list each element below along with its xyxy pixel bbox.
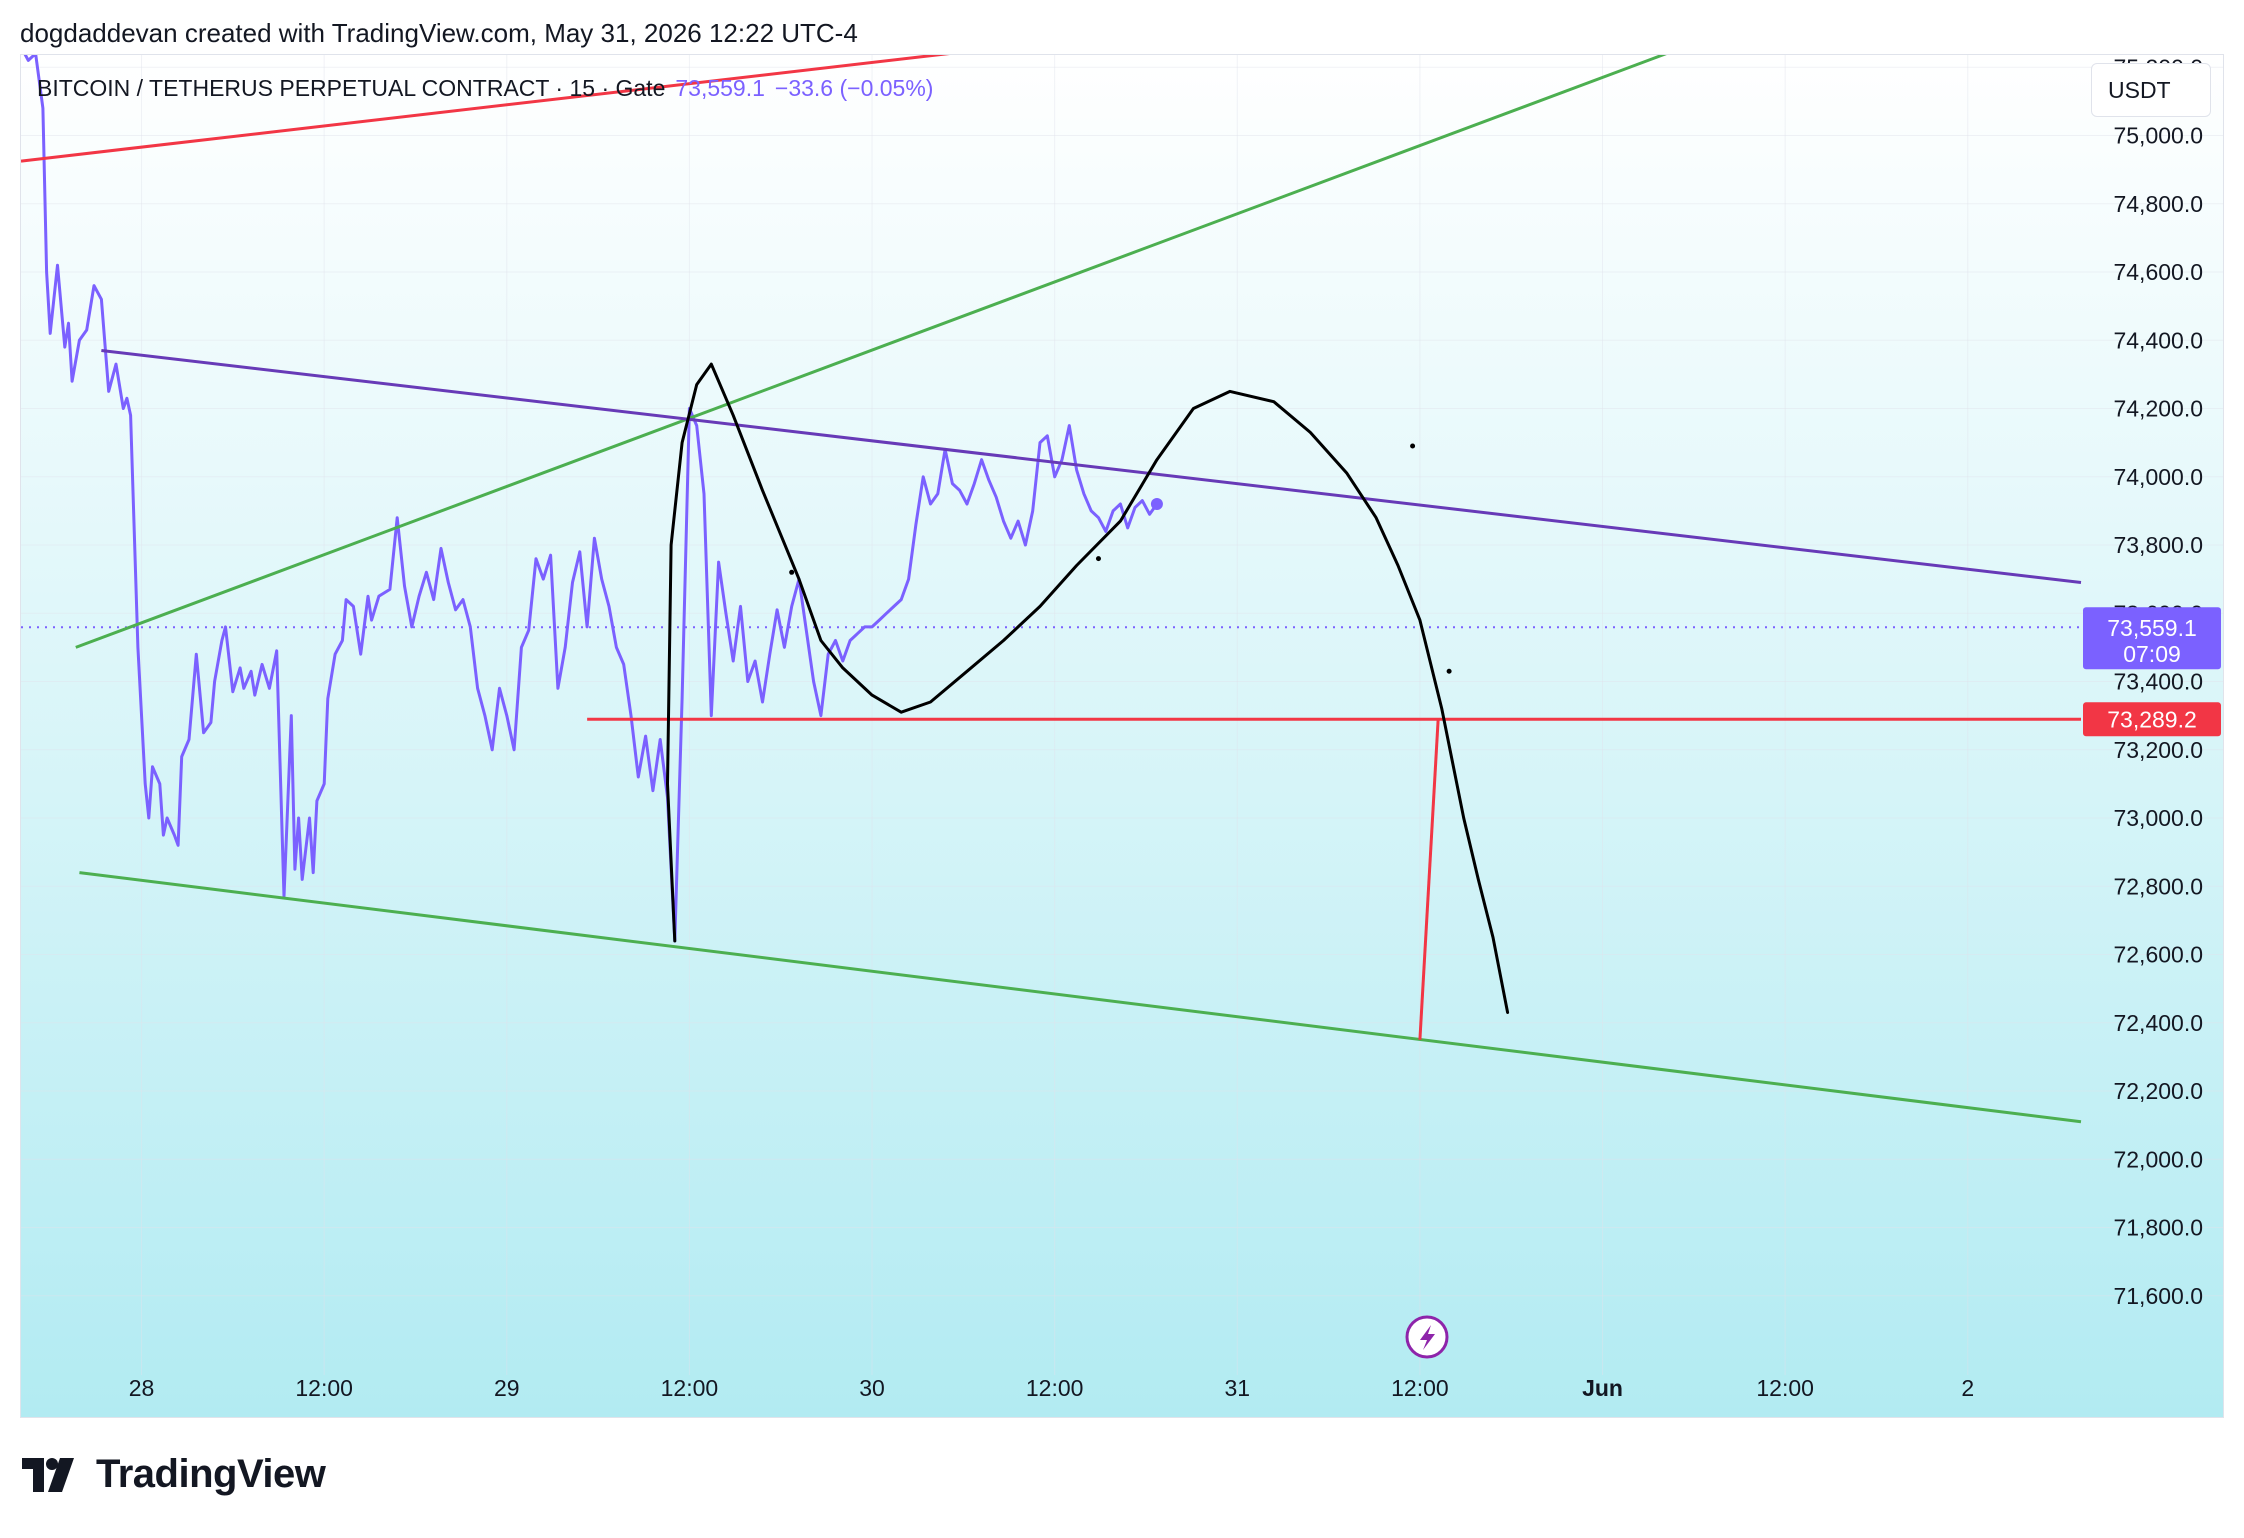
legend-price: 73,559.1 [675, 75, 765, 101]
brand-name: TradingView [96, 1452, 326, 1496]
hand-drawn-dot [1446, 668, 1452, 674]
hand-drawn-dot [1095, 556, 1101, 562]
legend-change: −33.6 (−0.05%) [774, 75, 934, 101]
x-tick-label: 12:00 [1391, 1375, 1449, 1401]
x-tick-label: 12:00 [661, 1375, 719, 1401]
y-tick-label: 73,400.0 [2113, 669, 2203, 695]
time-axis: 28 12:00 29 12:00 30 12:00 31 12:00 Jun 12:00 2 [129, 1375, 1974, 1401]
y-tick-label: 73,000.0 [2113, 805, 2203, 831]
currency-selector[interactable]: USDT [2091, 63, 2211, 117]
y-tick-label: 73,800.0 [2113, 532, 2203, 558]
y-tick-label: 71,800.0 [2113, 1215, 2203, 1241]
y-tick-label: 74,400.0 [2113, 327, 2203, 353]
y-tick-label: 74,800.0 [2113, 191, 2203, 217]
trend-line-purple [101, 348, 2082, 585]
last-price-dot [1150, 498, 1163, 511]
drawings-layer [21, 55, 2082, 1124]
attribution-text: dogdaddevan created with TradingView.com… [20, 18, 858, 48]
grid-lines [21, 55, 2223, 1375]
x-tick-label: 2 [1961, 1375, 1974, 1401]
level-value: 73,289.2 [2107, 706, 2197, 732]
x-tick-label: 29 [494, 1375, 520, 1401]
price-series-line [23, 55, 1159, 943]
tradingview-logo-icon [22, 1457, 74, 1492]
y-tick-label: 75,000.0 [2113, 123, 2203, 149]
target-projection-line [1418, 719, 1440, 1040]
chart-background [21, 55, 2223, 1417]
x-tick-label: 12:00 [1756, 1375, 1814, 1401]
last-price-badge [2083, 607, 2221, 670]
series-layer [21, 55, 2101, 943]
x-tick-label: 12:00 [295, 1375, 353, 1401]
bar-countdown: 07:09 [2123, 641, 2181, 667]
tradingview-logo: TradingView [22, 1452, 326, 1497]
hand-drawn-projection [666, 362, 1510, 1014]
last-price-value: 73,559.1 [2107, 615, 2197, 641]
price-chart[interactable]: 75,200.075,000.074,800.074,600.074,400.0… [21, 55, 2224, 1418]
trend-line-green [79, 871, 2082, 1124]
y-tick-label: 73,200.0 [2113, 737, 2203, 763]
flash-icon [1405, 1315, 1449, 1359]
price-labels: 73,559.107:09 73,289.2 [2083, 607, 2221, 737]
x-tick-label: 30 [859, 1375, 885, 1401]
y-tick-label: 74,000.0 [2113, 464, 2203, 490]
y-tick-label: 72,000.0 [2113, 1146, 2203, 1172]
symbol-legend: BITCOIN / TETHERUS PERPETUAL CONTRACT · … [37, 75, 933, 102]
hand-drawn-dot [1410, 443, 1416, 449]
symbol-name: BITCOIN / TETHERUS PERPETUAL CONTRACT · … [37, 75, 666, 101]
trend-line-red [21, 55, 950, 163]
x-tick-label: 31 [1224, 1375, 1250, 1401]
level-badge [2083, 702, 2221, 737]
y-tick-label: 72,200.0 [2113, 1078, 2203, 1104]
hand-drawn-dot [789, 569, 795, 575]
x-tick-label: 12:00 [1026, 1375, 1084, 1401]
chart-container[interactable]: 75,200.075,000.074,800.074,600.074,400.0… [20, 54, 2224, 1418]
y-tick-label: 72,600.0 [2113, 942, 2203, 968]
y-tick-label: 74,600.0 [2113, 259, 2203, 285]
x-tick-label: 28 [129, 1375, 155, 1401]
y-tick-label: 72,400.0 [2113, 1010, 2203, 1036]
x-tick-label: Jun [1582, 1375, 1623, 1401]
y-tick-label: 74,200.0 [2113, 396, 2203, 422]
y-tick-label: 71,600.0 [2113, 1283, 2203, 1309]
y-tick-label: 72,800.0 [2113, 873, 2203, 899]
trend-line-green [75, 55, 1667, 649]
